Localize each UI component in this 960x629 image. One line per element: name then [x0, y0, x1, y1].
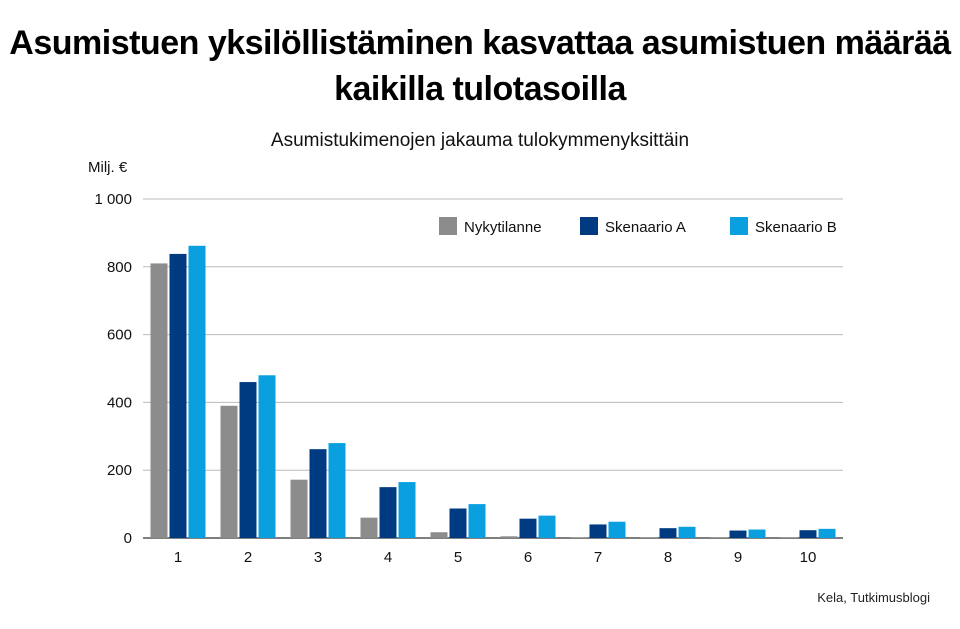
bar: [748, 529, 766, 538]
y-tick-label: 400: [107, 394, 132, 411]
x-tick-labels: 1 2 3 4 5 6 7 8 9 10: [174, 549, 817, 566]
x-tick-label: 1: [174, 549, 182, 566]
bar: [328, 443, 346, 538]
x-tick-label: 2: [244, 549, 252, 566]
bar: [608, 521, 626, 538]
bar: [309, 449, 327, 538]
x-tick-label: 6: [524, 549, 532, 566]
bar: [360, 517, 378, 538]
legend-label: Skenaario B: [755, 219, 837, 236]
source-note: Kela, Tutkimusblogi: [817, 590, 930, 605]
bar: [449, 508, 467, 538]
legend-swatch: [439, 217, 457, 235]
y-axis-label: Milj. €: [88, 159, 128, 176]
x-tick-label: 8: [664, 549, 672, 566]
x-tick-label: 5: [454, 549, 462, 566]
y-tick-label: 800: [107, 259, 132, 276]
bar: [379, 487, 397, 538]
bar: [500, 536, 518, 538]
bar: [468, 504, 486, 538]
x-tick-label: 7: [594, 549, 602, 566]
bar: [538, 515, 556, 538]
y-tick-label: 0: [124, 530, 132, 547]
legend-label: Nykytilanne: [464, 219, 542, 236]
x-tick-label: 10: [800, 549, 817, 566]
y-tick-labels: 0 200 400 600 800 1 000: [94, 191, 132, 547]
x-tick-label: 9: [734, 549, 742, 566]
x-tick-label: 4: [384, 549, 392, 566]
bar: [220, 405, 238, 538]
bar: [799, 530, 817, 538]
bar: [729, 530, 747, 538]
chart-title-line-1: Asumistuen yksilöllistäminen kasvattaa a…: [9, 24, 951, 62]
legend: Nykytilanne Skenaario A Skenaario B: [439, 217, 837, 236]
x-tick-label: 3: [314, 549, 322, 566]
chart-title: Asumistuen yksilöllistäminen kasvattaa a…: [0, 20, 960, 112]
legend-swatch: [730, 217, 748, 235]
bar: [659, 528, 677, 538]
legend-label: Skenaario A: [605, 219, 686, 236]
bar: [519, 518, 537, 538]
bar: [589, 524, 607, 538]
bar: [239, 382, 257, 538]
y-tick-label: 1 000: [94, 191, 132, 208]
bar: [258, 375, 276, 538]
bar: [150, 263, 168, 538]
bar: [398, 482, 416, 538]
bar: [678, 526, 696, 538]
y-tick-label: 600: [107, 327, 132, 344]
legend-swatch: [580, 217, 598, 235]
bar: [430, 532, 448, 538]
bar: [188, 245, 206, 539]
bar: [570, 537, 588, 538]
y-tick-label: 200: [107, 462, 132, 479]
bar: [169, 253, 187, 538]
bar: [818, 528, 836, 538]
bar: [290, 479, 308, 538]
bars: [150, 245, 836, 539]
chart-subtitle: Asumistukimenojen jakauma tulokymmenyksi…: [270, 130, 690, 151]
chart-title-line-2: kaikilla tulotasoilla: [334, 70, 626, 108]
